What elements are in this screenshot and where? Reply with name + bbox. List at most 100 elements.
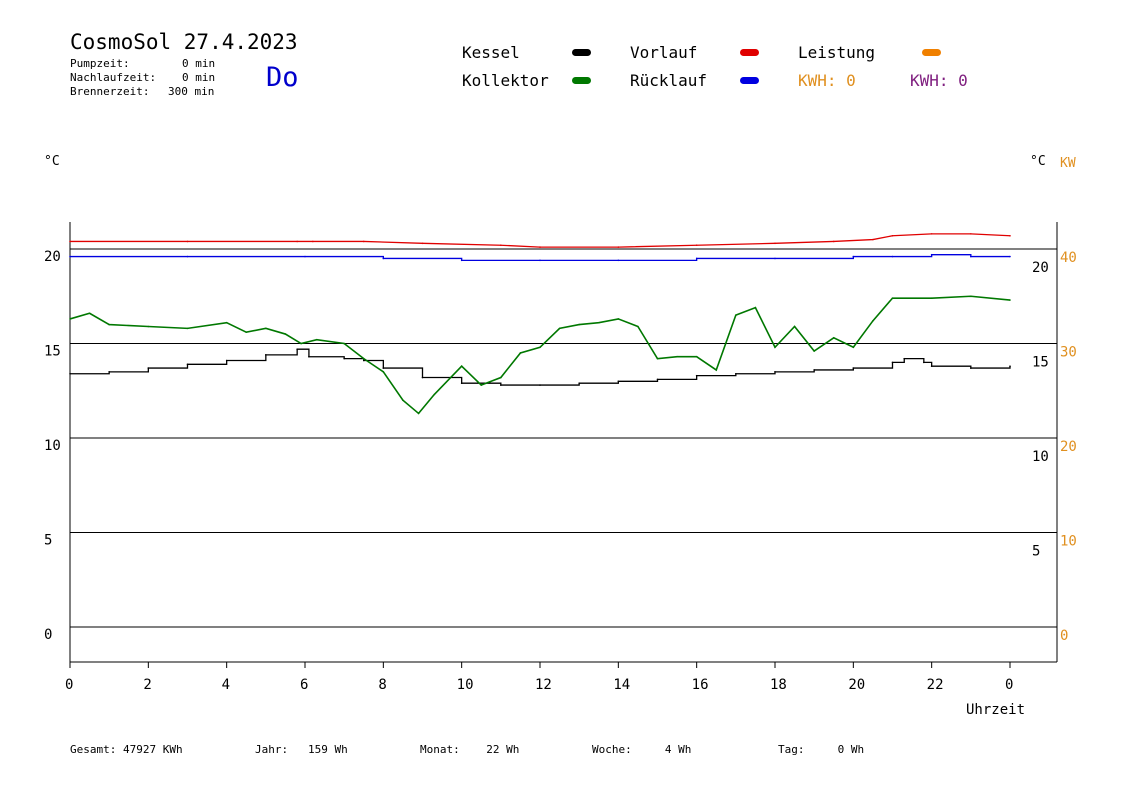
data-point bbox=[923, 361, 925, 364]
data-point bbox=[402, 399, 404, 402]
right-axis-unit: °C bbox=[1030, 154, 1046, 169]
data-point bbox=[315, 338, 318, 341]
footer-label: Tag: bbox=[778, 743, 805, 756]
data-point bbox=[500, 376, 502, 379]
x-tick-label: 18 bbox=[770, 677, 787, 693]
data-point bbox=[930, 297, 933, 299]
data-point bbox=[891, 297, 894, 299]
data-point bbox=[500, 244, 502, 247]
x-tick-label: 8 bbox=[378, 677, 386, 693]
x-tick-label: 14 bbox=[613, 677, 630, 693]
data-point bbox=[421, 376, 424, 379]
x-tick-label: 10 bbox=[457, 677, 474, 693]
data-point bbox=[832, 337, 835, 339]
legend-label-kollektor: Kollektor bbox=[462, 71, 549, 90]
data-point bbox=[695, 257, 698, 260]
data-point bbox=[695, 374, 698, 377]
info-value: 300 min bbox=[168, 85, 215, 98]
data-point bbox=[813, 369, 815, 371]
kw-tick-label: 30 bbox=[1060, 345, 1077, 361]
series-line-kessel bbox=[70, 348, 1011, 386]
data-point bbox=[813, 350, 815, 352]
data-point bbox=[147, 367, 150, 369]
data-point bbox=[186, 363, 189, 366]
info-label: Pumpzeit: bbox=[70, 57, 130, 70]
weekday-label: Do bbox=[266, 62, 299, 93]
data-point bbox=[421, 242, 424, 245]
data-point bbox=[433, 393, 436, 396]
kwh-value-2: KWH: 0 bbox=[910, 71, 968, 90]
data-point bbox=[500, 384, 502, 386]
data-point bbox=[88, 312, 91, 315]
series-line-rücklauf bbox=[70, 254, 1010, 261]
data-point bbox=[774, 346, 776, 349]
data-point bbox=[676, 355, 678, 358]
data-point bbox=[460, 382, 463, 384]
data-point bbox=[735, 314, 737, 316]
kw-tick-label: 10 bbox=[1060, 534, 1077, 550]
legend-label-kessel: Kessel bbox=[462, 43, 520, 62]
x-tick-label: 0 bbox=[1005, 677, 1013, 693]
data-point bbox=[69, 255, 71, 258]
data-point bbox=[308, 355, 310, 358]
x-tick-label: 0 bbox=[65, 677, 73, 693]
data-point bbox=[362, 359, 365, 362]
data-point bbox=[637, 325, 639, 328]
footer-value: 159 Wh bbox=[308, 743, 348, 756]
data-point bbox=[578, 323, 580, 326]
data-point bbox=[304, 255, 306, 258]
x-tick-label: 6 bbox=[300, 677, 308, 693]
data-point bbox=[265, 327, 267, 330]
data-point bbox=[480, 384, 483, 386]
kw-axis-unit: KW bbox=[1060, 156, 1076, 171]
data-point bbox=[872, 238, 874, 241]
data-point bbox=[891, 234, 894, 237]
data-point bbox=[186, 327, 189, 330]
data-point bbox=[558, 327, 561, 330]
x-tick-label: 22 bbox=[927, 677, 944, 693]
data-point bbox=[1009, 234, 1011, 237]
data-point bbox=[1009, 255, 1011, 258]
kw-tick-label: 0 bbox=[1060, 628, 1068, 644]
info-row-brenner: Brennerzeit: 300 min bbox=[70, 85, 214, 98]
data-point bbox=[578, 382, 580, 384]
data-point bbox=[69, 318, 71, 320]
data-point bbox=[300, 342, 302, 345]
footer-label: Gesamt: bbox=[70, 743, 117, 756]
data-point bbox=[715, 369, 718, 371]
data-point bbox=[108, 323, 110, 326]
data-point bbox=[774, 242, 776, 245]
y-tick-label-right: 10 bbox=[1032, 449, 1049, 465]
data-point bbox=[872, 320, 874, 322]
footer-label: Monat: bbox=[420, 743, 460, 756]
data-point bbox=[382, 367, 385, 369]
series-line-vorlauf bbox=[70, 233, 1011, 248]
legend-label-leistung: Leistung bbox=[798, 43, 876, 62]
page-title: CosmoSol 27.4.2023 bbox=[70, 30, 298, 54]
footer-value: 4 Wh bbox=[664, 743, 692, 756]
footer-week: Woche: 4 Wh bbox=[592, 743, 691, 756]
x-tick-label: 2 bbox=[143, 677, 151, 693]
data-point bbox=[284, 333, 287, 335]
data-point bbox=[774, 257, 776, 260]
legend-swatch-leistung bbox=[922, 49, 941, 56]
info-label: Brennerzeit: bbox=[70, 85, 150, 98]
series-line-kollektor bbox=[69, 295, 1011, 415]
data-point bbox=[930, 253, 933, 256]
data-point bbox=[695, 244, 698, 247]
footer-value: 0 Wh bbox=[837, 743, 865, 756]
y-tick-label-right: 20 bbox=[1032, 260, 1049, 276]
footer-label: Jahr: bbox=[255, 743, 289, 756]
data-point bbox=[597, 321, 600, 324]
data-point bbox=[695, 355, 698, 358]
data-point bbox=[362, 240, 365, 243]
footer-year: Jahr: 159 Wh bbox=[255, 743, 348, 756]
data-point bbox=[774, 371, 776, 373]
info-label: Nachlaufzeit: bbox=[70, 71, 157, 84]
data-point bbox=[754, 306, 757, 309]
footer-month: Monat: 22 Wh bbox=[420, 743, 519, 756]
data-point bbox=[539, 259, 541, 262]
footer-label: Woche: bbox=[592, 743, 632, 756]
data-point bbox=[539, 246, 541, 248]
